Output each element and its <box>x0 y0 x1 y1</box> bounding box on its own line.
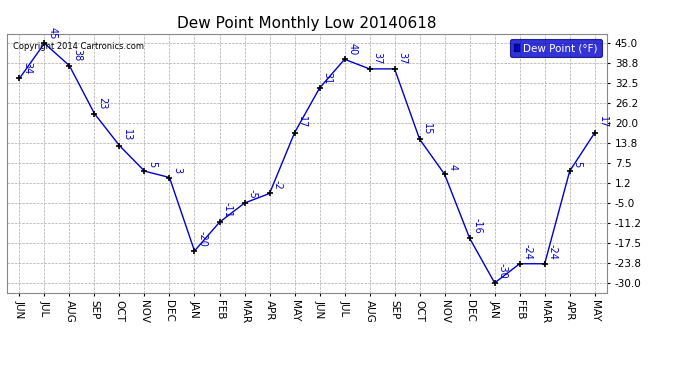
Text: 37: 37 <box>373 53 382 65</box>
Text: 23: 23 <box>97 97 107 109</box>
Title: Dew Point Monthly Low 20140618: Dew Point Monthly Low 20140618 <box>177 16 437 31</box>
Text: 34: 34 <box>22 62 32 74</box>
Text: 37: 37 <box>397 53 407 65</box>
Text: -2: -2 <box>273 180 282 189</box>
Text: 17: 17 <box>598 116 607 129</box>
Text: 5: 5 <box>573 161 582 167</box>
Text: -20: -20 <box>197 231 207 247</box>
Legend: Dew Point (°F): Dew Point (°F) <box>510 39 602 57</box>
Text: 40: 40 <box>347 43 357 55</box>
Text: 4: 4 <box>447 164 457 170</box>
Text: -11: -11 <box>222 202 233 218</box>
Text: -5: -5 <box>247 189 257 199</box>
Text: 38: 38 <box>72 49 82 62</box>
Text: 13: 13 <box>122 129 132 141</box>
Text: -30: -30 <box>497 263 507 279</box>
Text: -16: -16 <box>473 218 482 234</box>
Text: -24: -24 <box>547 244 558 260</box>
Text: 3: 3 <box>172 167 182 173</box>
Text: 17: 17 <box>297 116 307 129</box>
Text: -24: -24 <box>522 244 533 260</box>
Text: 15: 15 <box>422 123 433 135</box>
Text: 5: 5 <box>147 161 157 167</box>
Text: 31: 31 <box>322 72 333 84</box>
Text: 45: 45 <box>47 27 57 39</box>
Text: Copyright 2014 Cartronics.com: Copyright 2014 Cartronics.com <box>13 42 144 51</box>
